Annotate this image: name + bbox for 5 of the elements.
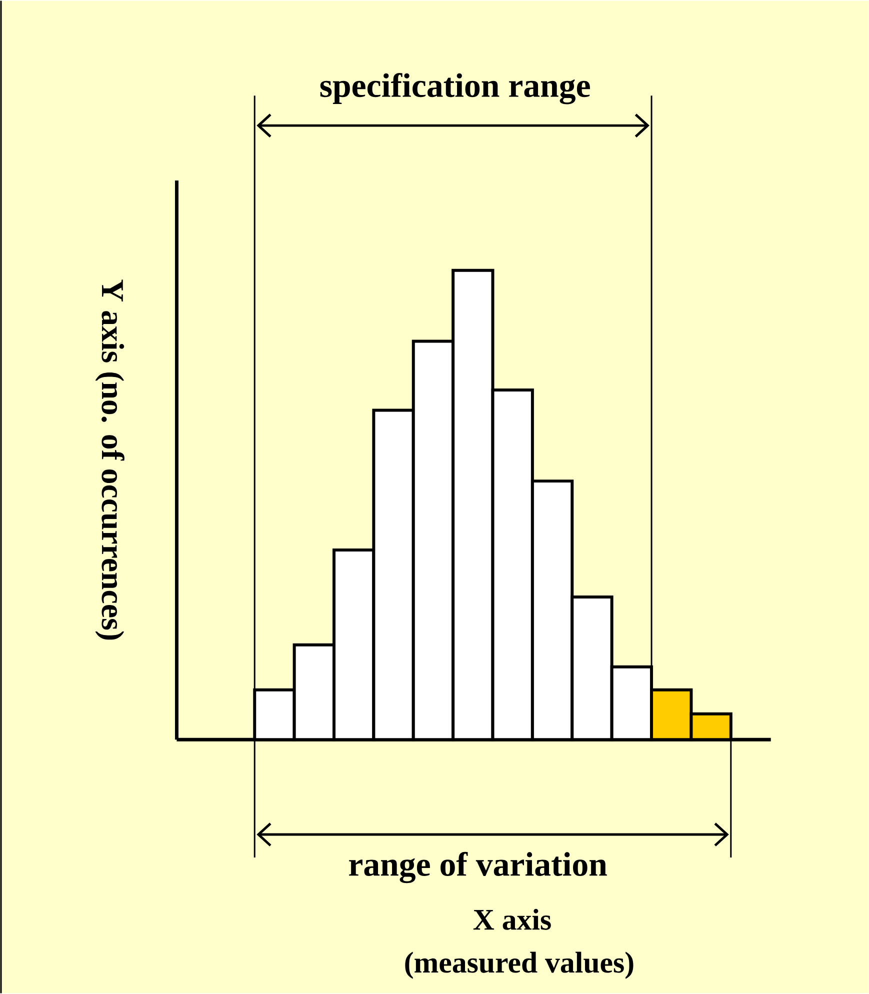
- text: specification range: [320, 72, 590, 104]
- text: range of variation: [349, 852, 608, 884]
- text: (measured values): [405, 952, 634, 979]
- y-axis-title: Y axis (no. of occurrences): [95, 280, 125, 640]
- text: X axis: [474, 908, 552, 930]
